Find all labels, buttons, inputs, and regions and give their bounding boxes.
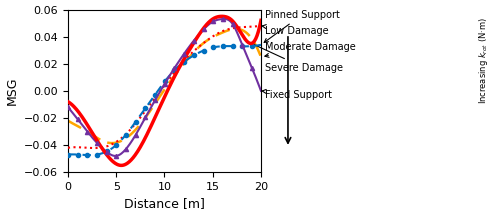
Text: Moderate Damage: Moderate Damage	[265, 42, 356, 57]
Text: Increasing $k_{rot}$ (N·m): Increasing $k_{rot}$ (N·m)	[478, 17, 490, 104]
Text: Fixed Support: Fixed Support	[262, 89, 332, 100]
Text: Severe Damage: Severe Damage	[250, 43, 343, 73]
Text: Low Damage: Low Damage	[262, 25, 328, 36]
Y-axis label: MSG: MSG	[6, 77, 18, 105]
Text: Pinned Support: Pinned Support	[264, 10, 340, 42]
X-axis label: Distance [m]: Distance [m]	[124, 197, 205, 210]
